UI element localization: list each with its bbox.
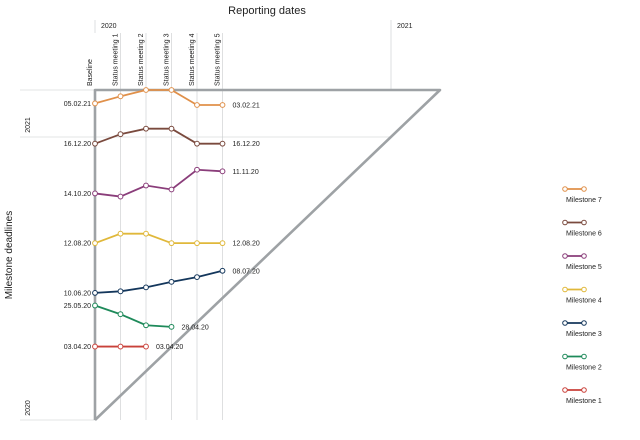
- data-point: [168, 186, 175, 193]
- end-value-label: 28.04.20: [182, 324, 209, 331]
- data-point: [168, 125, 175, 132]
- legend-marker: [581, 387, 587, 393]
- deadline-year-label: 2021: [25, 117, 32, 133]
- data-point: [219, 102, 226, 108]
- data-point: [168, 323, 175, 330]
- data-point: [219, 168, 226, 175]
- data-point: [92, 140, 98, 147]
- start-value-label: 16.12.20: [64, 141, 91, 148]
- data-point: [194, 166, 200, 173]
- data-point: [92, 100, 98, 107]
- reporting-date-label: Status meeting 5: [215, 33, 222, 86]
- data-point: [219, 140, 226, 147]
- data-point: [168, 278, 175, 285]
- series-line: [94, 89, 223, 106]
- start-value-label: 25.05.20: [64, 303, 91, 310]
- reporting-year-label: 2021: [397, 23, 413, 30]
- legend-marker: [562, 320, 568, 326]
- series-line: [94, 269, 223, 294]
- legend-marker: [581, 253, 587, 259]
- data-point: [92, 343, 98, 350]
- chart-frame: [93, 88, 442, 421]
- data-point: [117, 230, 124, 237]
- end-value-label: 16.12.20: [233, 141, 260, 148]
- chart-title: Reporting dates: [228, 5, 306, 17]
- reporting-date-label: Baseline: [87, 59, 94, 86]
- legend-marker: [581, 353, 587, 360]
- reporting-date-label: Status meeting 1: [113, 33, 120, 86]
- start-value-label: 03.04.20: [64, 344, 91, 351]
- series-line: [94, 168, 223, 198]
- start-value-label: 14.10.20: [64, 191, 91, 198]
- data-point: [143, 343, 149, 350]
- legend-marker: [562, 186, 568, 192]
- data-point: [117, 343, 124, 350]
- data-point: [219, 267, 226, 274]
- reporting-date-label: Status meeting 4: [189, 33, 196, 86]
- end-value-label: 11.11.20: [233, 169, 259, 176]
- data-point: [194, 240, 200, 247]
- data-point: [143, 284, 149, 291]
- data-point: [194, 102, 200, 108]
- legend-label: Milestone 1: [566, 398, 602, 405]
- data-point: [143, 182, 149, 189]
- legend-label: Milestone 5: [566, 264, 602, 271]
- legend-marker: [581, 219, 587, 226]
- deadline-year-label: 2020: [25, 400, 32, 416]
- legend-label: Milestone 7: [566, 197, 602, 204]
- data-point: [92, 289, 98, 296]
- start-value-label: 10.06.20: [64, 290, 91, 297]
- end-value-label: 03.02.21: [233, 103, 260, 110]
- legend-marker: [562, 286, 568, 293]
- data-point: [194, 274, 200, 281]
- data-point: [92, 190, 98, 197]
- series-line: [94, 127, 223, 145]
- legend-marker: [562, 219, 568, 226]
- start-value-label: 12.08.20: [64, 241, 91, 248]
- data-point: [194, 140, 200, 147]
- legend-marker: [581, 286, 587, 293]
- data-point: [168, 87, 175, 93]
- legend-marker: [581, 320, 587, 326]
- data-point: [117, 311, 124, 318]
- data-point: [117, 131, 124, 138]
- legend-marker: [562, 387, 568, 393]
- legend-marker: [581, 186, 587, 192]
- reporting-date-label: Status meeting 3: [164, 33, 171, 86]
- legend-marker: [562, 253, 568, 259]
- data-point: [92, 302, 98, 309]
- data-point: [143, 322, 149, 329]
- series-line: [94, 232, 223, 245]
- data-point: [117, 93, 124, 100]
- data-point: [143, 230, 149, 237]
- end-value-label: 03.04.20: [156, 344, 183, 351]
- legend-label: Milestone 4: [566, 298, 602, 305]
- y-axis-label: Milestone deadlines: [4, 211, 15, 299]
- reporting-date-label: Status meeting 2: [138, 33, 145, 86]
- data-point: [143, 87, 149, 93]
- data-point: [117, 193, 124, 200]
- end-value-label: 12.08.20: [233, 241, 260, 248]
- start-value-label: 05.02.21: [64, 101, 91, 108]
- legend-label: Milestone 2: [566, 365, 602, 372]
- data-point: [143, 125, 149, 132]
- data-point: [219, 240, 226, 247]
- data-point: [168, 240, 175, 247]
- legend-label: Milestone 3: [566, 331, 602, 338]
- data-point: [117, 288, 124, 295]
- data-point: [92, 240, 98, 247]
- series-line: [94, 304, 172, 328]
- reporting-year-label: 2020: [101, 23, 117, 30]
- legend-marker: [562, 353, 568, 360]
- end-value-label: 08.07.20: [233, 268, 260, 275]
- legend-label: Milestone 6: [566, 231, 602, 238]
